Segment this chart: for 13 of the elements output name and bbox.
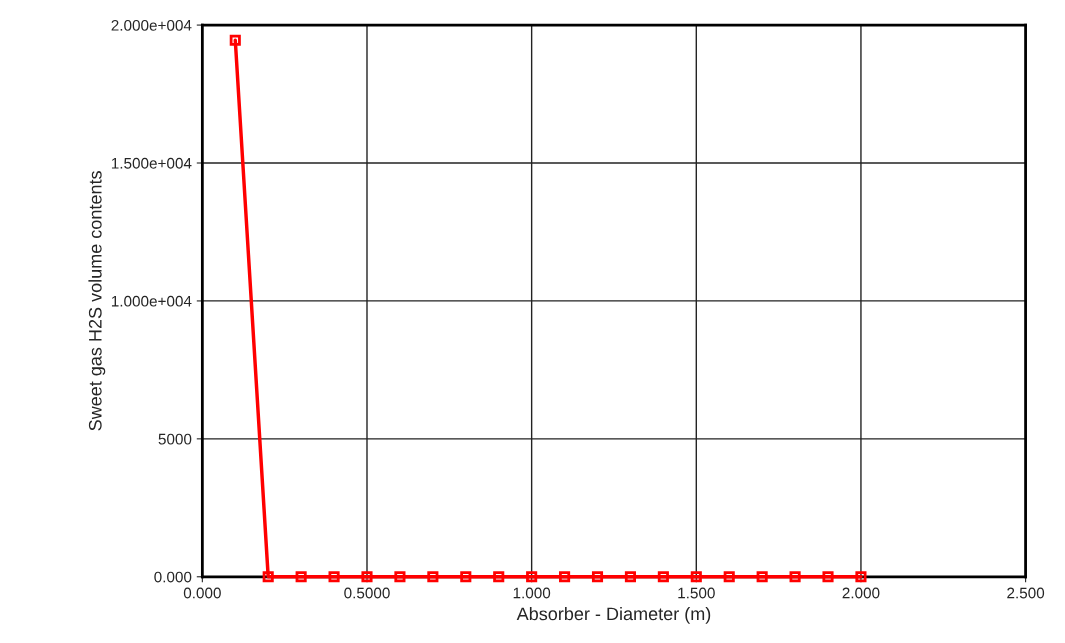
y-tick-label: 2.000e+004 xyxy=(111,19,192,31)
x-tick-label: 1.500 xyxy=(678,587,715,599)
y-tick-label: 5000 xyxy=(158,433,192,445)
x-tick-label: 1.000 xyxy=(513,587,551,599)
y-tick-label: 1.500e+004 xyxy=(111,157,192,169)
x-tick-label: 2.000 xyxy=(842,587,880,599)
y-tick-label: 0.000 xyxy=(154,571,192,583)
x-tick-label: 0.5000 xyxy=(344,587,390,599)
x-tick-label: 2.500 xyxy=(1007,587,1045,599)
y-tick-label: 1.000e+004 xyxy=(111,295,192,307)
y-axis-title: Sweet gas H2S volume contents xyxy=(88,171,106,431)
x-axis-title: Absorber - Diameter (m) xyxy=(516,606,711,624)
x-tick-label: 0.000 xyxy=(183,587,221,599)
